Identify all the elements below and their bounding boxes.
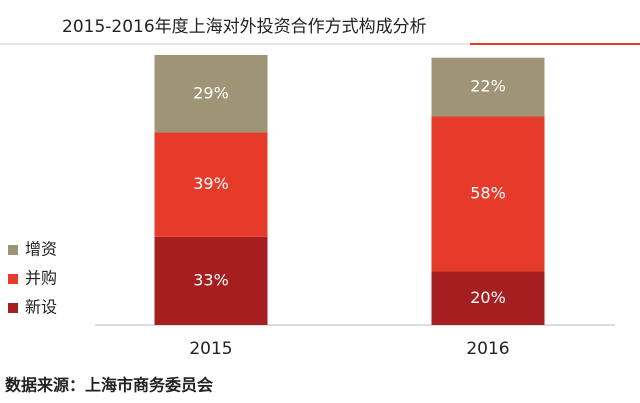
legend-swatch (8, 245, 18, 255)
bar-segment (154, 236, 268, 325)
value-label: 33% (193, 270, 229, 289)
x-tick-label: 2015 (189, 339, 232, 359)
bar-segment (431, 116, 545, 272)
legend-label: 并购 (25, 269, 57, 288)
bar-segment (431, 271, 545, 325)
bar-segment (431, 57, 545, 117)
bar-segment (154, 55, 268, 133)
legend-label: 新设 (25, 298, 57, 317)
legend-swatch (8, 303, 18, 313)
x-tick-label: 2016 (466, 339, 509, 359)
value-label: 58% (470, 184, 506, 203)
bar-segment (154, 132, 268, 237)
source-note: 数据来源：上海市商务委员会 (5, 376, 213, 395)
chart-title: 2015-2016年度上海对外投资合作方式构成分析 (62, 17, 427, 37)
value-label: 22% (470, 77, 506, 96)
value-label: 20% (470, 288, 506, 307)
legend-label: 增资 (25, 240, 57, 259)
value-label: 39% (193, 174, 229, 193)
legend-swatch (8, 274, 18, 284)
value-label: 29% (193, 83, 229, 102)
